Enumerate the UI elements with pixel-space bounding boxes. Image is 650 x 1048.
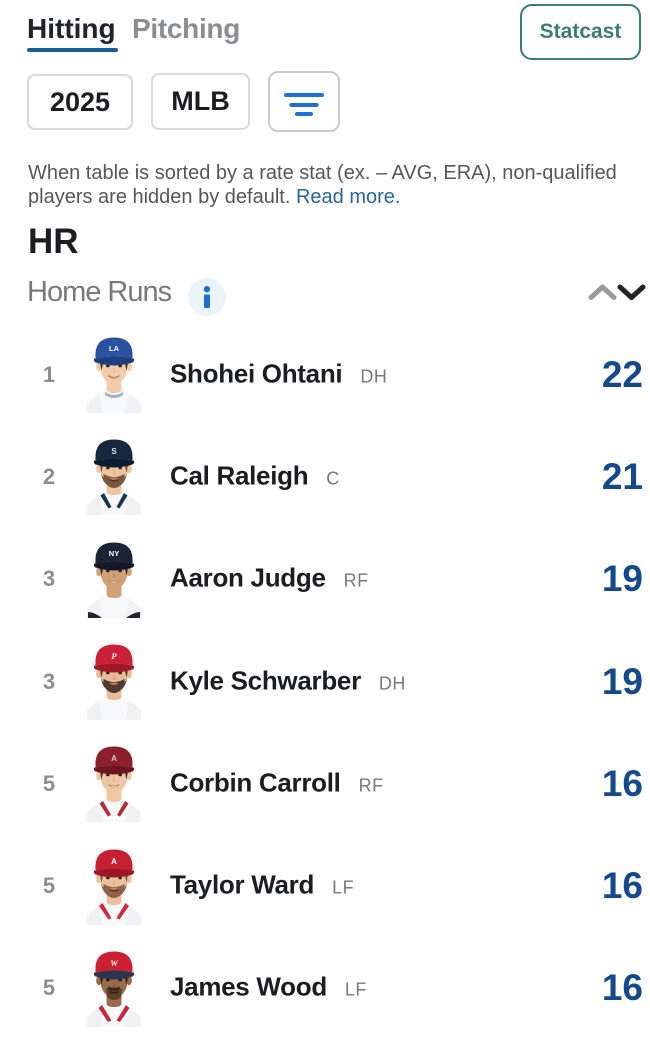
svg-text:A: A [111, 857, 117, 866]
svg-text:P: P [111, 651, 117, 661]
svg-text:NY: NY [109, 549, 119, 558]
svg-text:A: A [111, 754, 117, 763]
svg-text:W: W [110, 958, 119, 968]
svg-text:S: S [111, 447, 117, 456]
svg-text:LA: LA [109, 344, 120, 353]
